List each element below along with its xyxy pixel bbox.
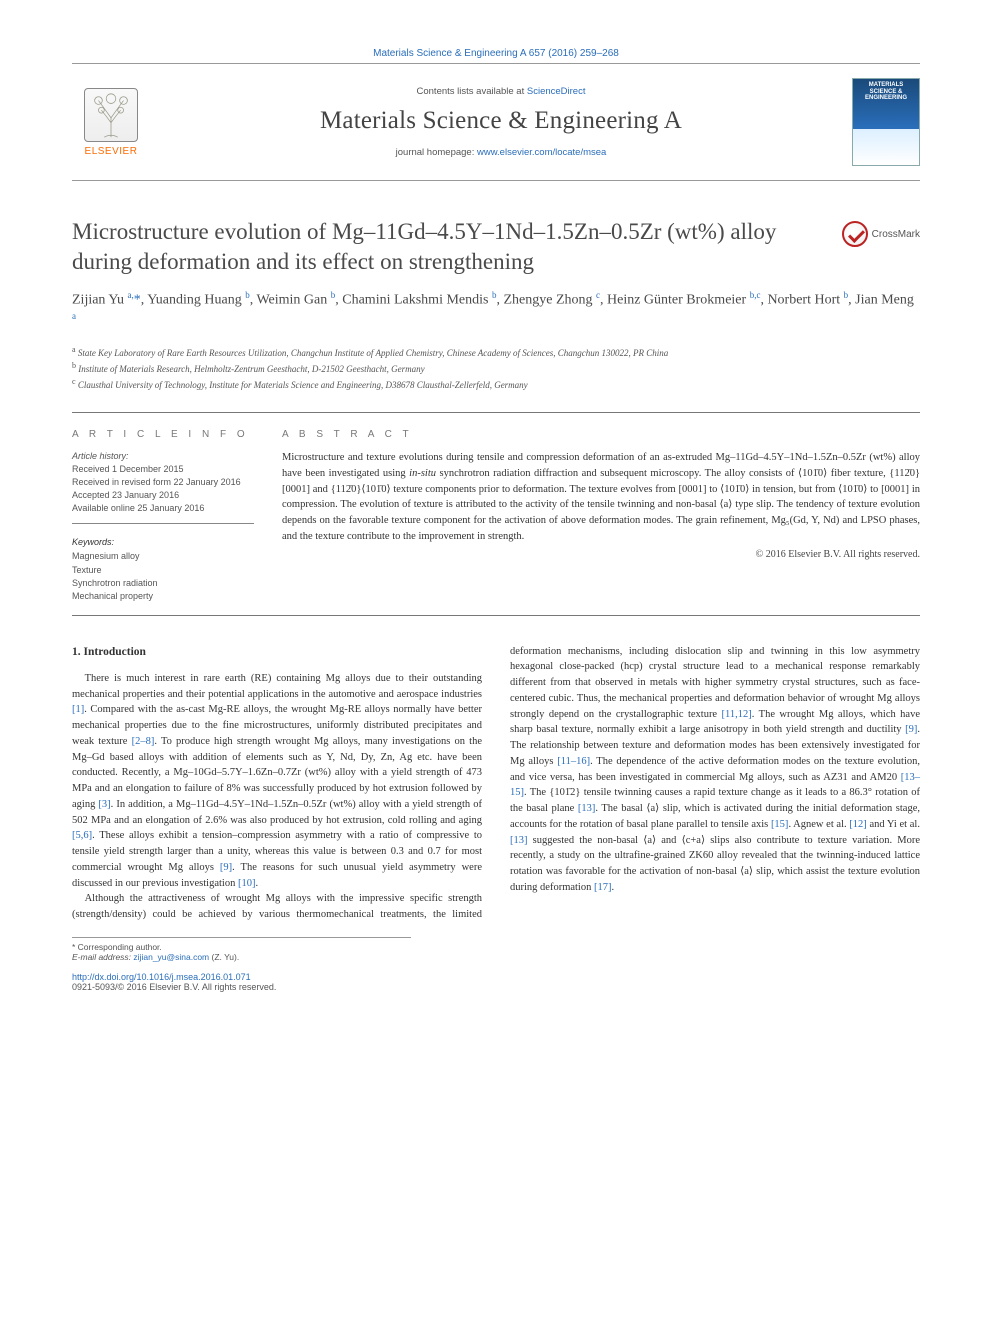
keywords-list: Magnesium alloyTextureSynchrotron radiat… bbox=[72, 550, 254, 602]
contents-prefix: Contents lists available at bbox=[417, 86, 527, 97]
issn-copyright: 0921-5093/© 2016 Elsevier B.V. All right… bbox=[72, 982, 276, 992]
abstract-text: Microstructure and texture evolutions du… bbox=[282, 450, 920, 545]
body-columns: 1. Introduction There is much interest i… bbox=[72, 644, 920, 923]
crossmark-label: CrossMark bbox=[872, 229, 920, 240]
journal-cover-thumb: MATERIALS SCIENCE & ENGINEERING bbox=[852, 78, 920, 166]
citation-link[interactable]: [13–15] bbox=[510, 772, 920, 799]
divider-rule-2 bbox=[72, 615, 920, 616]
article-history: Article history: Received 1 December 201… bbox=[72, 450, 254, 524]
history-online: Available online 25 January 2016 bbox=[72, 503, 204, 513]
email-label: E-mail address: bbox=[72, 952, 133, 962]
header-center: Contents lists available at ScienceDirec… bbox=[150, 86, 852, 158]
publisher-block: << ELSEVIER bbox=[72, 88, 150, 157]
citation-link[interactable]: [5,6] bbox=[72, 830, 92, 841]
divider-rule bbox=[72, 412, 920, 413]
email-link[interactable]: zijian_yu@sina.com bbox=[133, 952, 209, 962]
citation-link[interactable]: [11,12] bbox=[722, 709, 752, 720]
journal-header: << ELSEVIER Contents lists available at … bbox=[72, 63, 920, 181]
article-info-heading: A R T I C L E I N F O bbox=[72, 429, 254, 440]
history-accepted: Accepted 23 January 2016 bbox=[72, 490, 179, 500]
history-revised: Received in revised form 22 January 2016 bbox=[72, 477, 241, 487]
abstract-copyright: © 2016 Elsevier B.V. All rights reserved… bbox=[282, 549, 920, 560]
citation-link[interactable]: [15] bbox=[771, 819, 789, 830]
section-1-heading: 1. Introduction bbox=[72, 644, 482, 661]
citation-link[interactable]: [10] bbox=[238, 878, 256, 889]
citation-link[interactable]: [3] bbox=[98, 799, 110, 810]
homepage-prefix: journal homepage: bbox=[396, 147, 477, 158]
email-suffix: (Z. Yu). bbox=[209, 952, 239, 962]
journal-name: Materials Science & Engineering A bbox=[162, 107, 840, 135]
affiliations: a State Key Laboratory of Rare Earth Res… bbox=[72, 344, 920, 392]
history-label: Article history: bbox=[72, 451, 129, 461]
abstract-heading: A B S T R A C T bbox=[282, 429, 920, 440]
journal-homepage: journal homepage: www.elsevier.com/locat… bbox=[162, 147, 840, 158]
history-received: Received 1 December 2015 bbox=[72, 464, 184, 474]
publisher-label: ELSEVIER bbox=[85, 146, 138, 157]
footnotes: * Corresponding author. E-mail address: … bbox=[72, 937, 411, 962]
title-block: Microstructure evolution of Mg–11Gd–4.5Y… bbox=[72, 217, 920, 277]
article-title: Microstructure evolution of Mg–11Gd–4.5Y… bbox=[72, 217, 828, 277]
citation-link[interactable]: [13] bbox=[578, 803, 596, 814]
citation-link[interactable]: [9] bbox=[220, 862, 232, 873]
doi-link[interactable]: http://dx.doi.org/10.1016/j.msea.2016.01… bbox=[72, 972, 251, 982]
author-list: Zijian Yu a,*, Yuanding Huang b, Weimin … bbox=[72, 289, 920, 332]
crossmark[interactable]: CrossMark bbox=[842, 221, 920, 247]
abstract-column: A B S T R A C T Microstructure and textu… bbox=[282, 429, 920, 602]
citation-link[interactable]: [1] bbox=[72, 704, 84, 715]
elsevier-tree-icon: << bbox=[84, 88, 138, 142]
citation-link[interactable]: [9] bbox=[905, 724, 917, 735]
body-paragraph-1: There is much interest in rare earth (RE… bbox=[72, 671, 482, 892]
keywords-block: Keywords: Magnesium alloyTextureSynchrot… bbox=[72, 532, 254, 602]
corresponding-author: * Corresponding author. bbox=[72, 942, 411, 952]
citation-link[interactable]: [17] bbox=[594, 882, 612, 893]
citation-link[interactable]: [12] bbox=[849, 819, 867, 830]
homepage-link[interactable]: www.elsevier.com/locate/msea bbox=[477, 147, 606, 158]
citation-link[interactable]: [13] bbox=[510, 835, 528, 846]
contents-line: Contents lists available at ScienceDirec… bbox=[162, 86, 840, 97]
info-abstract-row: A R T I C L E I N F O Article history: R… bbox=[72, 429, 920, 602]
citation-link[interactable]: [11–16] bbox=[557, 756, 590, 767]
keywords-label: Keywords: bbox=[72, 537, 114, 547]
doi-block: http://dx.doi.org/10.1016/j.msea.2016.01… bbox=[72, 972, 920, 992]
email-line: E-mail address: zijian_yu@sina.com (Z. Y… bbox=[72, 952, 411, 962]
citation-link[interactable]: [2–8] bbox=[132, 736, 155, 747]
article-info-column: A R T I C L E I N F O Article history: R… bbox=[72, 429, 254, 602]
journal-citation-text[interactable]: Materials Science & Engineering A 657 (2… bbox=[373, 48, 619, 59]
crossmark-icon bbox=[842, 221, 868, 247]
cover-thumb-text: MATERIALS SCIENCE & ENGINEERING bbox=[856, 82, 916, 102]
sciencedirect-link[interactable]: ScienceDirect bbox=[527, 86, 586, 97]
journal-citation: Materials Science & Engineering A 657 (2… bbox=[72, 48, 920, 59]
